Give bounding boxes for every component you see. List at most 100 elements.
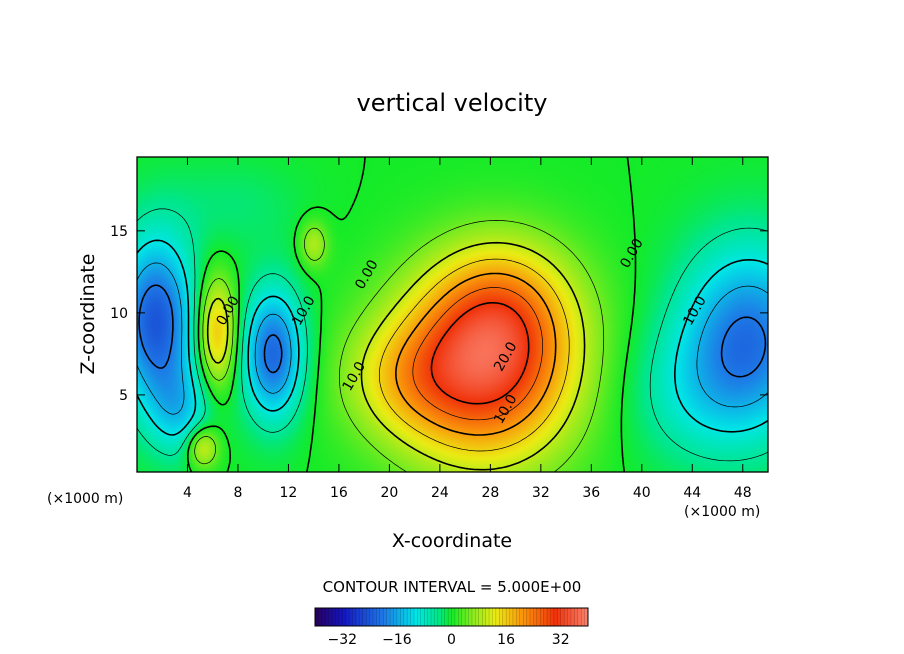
- colorbar: −32 −16 0 16 32: [314, 607, 589, 648]
- colorbar-cell: [372, 607, 377, 627]
- colorbar-cell: [441, 607, 446, 627]
- contour-line: [412, 287, 543, 421]
- x-tick-label: 28: [481, 485, 499, 501]
- colorbar-cell: [577, 607, 582, 627]
- colorbar-cell: [417, 607, 422, 627]
- x-axis-label: X-coordinate: [392, 530, 512, 552]
- colorbar-tick-label: −16: [382, 632, 412, 648]
- colorbar-cell: [505, 607, 511, 627]
- colorbar-cell: [335, 607, 340, 627]
- colorbar-cell: [386, 607, 391, 627]
- colorbar-cell: [447, 607, 452, 627]
- y-tick-label: 15: [110, 224, 128, 240]
- colorbar-cell: [533, 607, 538, 627]
- plot-frame: [136, 156, 769, 473]
- colorbar-cell: [563, 607, 569, 627]
- contour-line: [378, 258, 570, 452]
- colorbar-cell: [437, 607, 442, 627]
- colorbar-cell: [546, 607, 551, 627]
- colorbar-cell: [352, 607, 357, 627]
- colorbar-cell: [519, 607, 524, 627]
- x-tick-label: 32: [532, 485, 550, 501]
- colorbar-cell: [376, 607, 381, 627]
- colorbar-cell: [454, 607, 459, 627]
- colorbar-cell: [478, 607, 483, 627]
- colorbar-cell: [355, 607, 360, 627]
- colorbar-cell: [383, 607, 388, 627]
- colorbar-cell: [526, 607, 531, 627]
- contour-line: [137, 239, 768, 436]
- x-tick-label: 20: [380, 485, 398, 501]
- colorbar-cell: [403, 607, 408, 627]
- colorbar-cell: [406, 607, 412, 627]
- colorbar-tick-label: 16: [497, 632, 515, 648]
- colorbar-cell: [420, 607, 425, 627]
- y-axis-ticks: 5 10 15: [110, 224, 768, 404]
- colorbar-cell: [410, 607, 415, 627]
- colorbar-cell: [471, 607, 476, 627]
- contour-line: [187, 157, 637, 472]
- colorbar-cell: [338, 607, 343, 627]
- colorbar-cell: [574, 607, 579, 627]
- y-tick-label: 10: [110, 306, 128, 322]
- colorbar-cell: [451, 607, 456, 627]
- colorbar-cells: [314, 607, 589, 627]
- colorbar-cell: [512, 607, 517, 627]
- colorbar-cell: [389, 607, 394, 627]
- colorbar-cell: [369, 607, 374, 627]
- colorbar-cell: [342, 607, 347, 627]
- colorbar-cell: [560, 607, 565, 627]
- colorbar-cell: [458, 607, 463, 627]
- colorbar-cell: [499, 607, 504, 627]
- colorbar-cell: [502, 607, 507, 627]
- colorbar-cell: [379, 607, 384, 627]
- x-tick-label: 48: [734, 485, 752, 501]
- colorbar-cell: [550, 607, 555, 627]
- colorbar-cell: [553, 607, 558, 627]
- contour-lines: [137, 157, 768, 472]
- colorbar-cell: [492, 607, 497, 627]
- colorbar-cell: [393, 607, 398, 627]
- colorbar-tick-label: −32: [328, 632, 358, 648]
- colorbar-cell: [580, 607, 586, 627]
- colorbar-cell: [570, 607, 575, 627]
- colorbar-cell: [475, 607, 480, 627]
- colorbar-cell: [536, 607, 541, 627]
- x-tick-label: 24: [431, 485, 449, 501]
- colorbar-cell: [396, 607, 401, 627]
- contour-line: [430, 302, 530, 405]
- colorbar-tick-label: 32: [552, 632, 570, 648]
- y-axis-label: Z-coordinate: [77, 254, 99, 375]
- colorbar-cell: [482, 607, 487, 627]
- contour-line: [395, 272, 557, 436]
- colorbar-cell: [567, 607, 572, 627]
- x-unit-label: (×1000 m): [684, 504, 760, 520]
- colorbar-cell: [461, 607, 466, 627]
- chart-title: vertical velocity: [357, 89, 548, 117]
- velocity-field: [137, 157, 768, 472]
- contour-interval-text: CONTOUR INTERVAL = 5.000E+00: [323, 578, 582, 596]
- x-tick-label: 8: [233, 485, 242, 501]
- contour-line: [137, 262, 768, 415]
- colorbar-frame: [314, 607, 589, 627]
- colorbar-cell: [485, 607, 490, 627]
- colorbar-cell: [365, 607, 371, 627]
- colorbar-cell: [543, 607, 548, 627]
- colorbar-cell: [540, 607, 545, 627]
- z-unit-label: (×1000 m): [47, 491, 123, 507]
- colorbar-cell: [529, 607, 534, 627]
- contour-line: [138, 284, 767, 378]
- y-tick-label: 5: [119, 388, 128, 404]
- colorbar-cell: [400, 607, 405, 627]
- colorbar-cell: [434, 607, 439, 627]
- x-axis-ticks: 4 8 12 16 20 24 28 32 36 40 44 48: [183, 157, 752, 501]
- colorbar-cell: [325, 607, 330, 627]
- colorbar-cell: [495, 607, 500, 627]
- colorbar-cell: [331, 607, 336, 627]
- contour-line: [137, 208, 768, 462]
- x-tick-label: 12: [280, 485, 298, 501]
- colorbar-cell: [314, 607, 319, 627]
- colorbar-cell: [348, 607, 354, 627]
